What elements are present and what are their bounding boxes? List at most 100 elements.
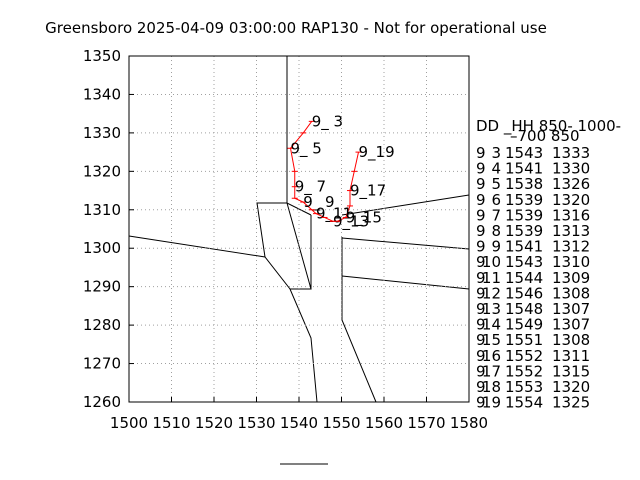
table-cell: 1312 (552, 238, 590, 256)
table-cell: 9 (476, 300, 486, 318)
table-cell: 1551 (505, 331, 543, 349)
table-cell: 18 (482, 378, 501, 396)
table-cell: 9 (476, 175, 486, 193)
table-cell: 1539 (505, 191, 543, 209)
table-cell: 1326 (552, 175, 590, 193)
table-cell: 1552 (505, 362, 543, 380)
table-cell: 14 (482, 316, 501, 334)
x-tick-label: 1580 (450, 414, 488, 432)
table-cell: 9 (476, 238, 486, 256)
x-tick-label: 1570 (407, 414, 445, 432)
table-cell: 1320 (552, 378, 590, 396)
table-cell: 1307 (552, 300, 590, 318)
plot-frame (128, 55, 470, 403)
table-cell: 9 (476, 206, 486, 224)
table-cell: 4 (491, 160, 501, 178)
table-cell: 16 (482, 347, 501, 365)
x-tick-label: 1550 (322, 414, 360, 432)
y-tick-label: 1270 (83, 355, 121, 373)
y-tick-label: 1280 (83, 316, 121, 334)
y-tick-label: 1350 (83, 47, 121, 65)
table-cell: 1315 (552, 362, 590, 380)
table-header: –700 850 (510, 127, 580, 145)
table-cell: 9 (491, 238, 501, 256)
table-cell: 1313 (552, 222, 590, 240)
table-cell: 9 (476, 284, 486, 302)
table-cell: 9 (476, 378, 486, 396)
table-cell: 1552 (505, 347, 543, 365)
y-tick-label: 1310 (83, 201, 121, 219)
table-cell: 1543 (505, 253, 543, 271)
table-header: DD _HH 850- 1000- (476, 117, 621, 136)
table-cell: 1546 (505, 284, 543, 302)
table-cell: 8 (491, 222, 501, 240)
x-tick-label: 1530 (237, 414, 275, 432)
table-cell: 9 (476, 160, 486, 178)
table-cell: 1308 (552, 331, 590, 349)
table-cell: 1548 (505, 300, 543, 318)
table-cell: 1316 (552, 206, 590, 224)
point-label: 9_ 7 (295, 178, 326, 197)
point-label: 9_19 (359, 143, 395, 162)
table-cell: 1549 (505, 316, 543, 334)
y-tick-label: 1330 (83, 124, 121, 142)
table-cell: 1309 (552, 269, 590, 287)
point-label: 9_13 (333, 212, 369, 231)
table-cell: 13 (482, 300, 501, 318)
point-label: 9_17 (350, 182, 386, 201)
table-cell: 1539 (505, 206, 543, 224)
table-cell: 12 (482, 284, 501, 302)
table-cell: 7 (491, 206, 501, 224)
x-tick-label: 1560 (365, 414, 403, 432)
x-tick-label: 1520 (195, 414, 233, 432)
chart-title: Greensboro 2025-04-09 03:00:00 RAP130 - … (45, 19, 547, 37)
table-cell: 1307 (552, 316, 590, 334)
table-cell: 5 (491, 175, 501, 193)
y-tick-label: 1300 (83, 239, 121, 257)
table-cell: 1553 (505, 378, 543, 396)
table-cell: 9 (476, 222, 486, 240)
table-cell: 9 (476, 362, 486, 380)
point-label: 9_11 (316, 205, 352, 224)
table-cell: 9 (476, 191, 486, 209)
table-cell: 17 (482, 362, 501, 380)
table-cell: 1325 (552, 394, 590, 412)
table-cell: 1538 (505, 175, 543, 193)
table-cell: 9 (476, 394, 486, 412)
table-cell: 1333 (552, 144, 590, 162)
table-cell: 1541 (505, 238, 543, 256)
table-cell: 3 (491, 144, 501, 162)
table-cell: 1539 (505, 222, 543, 240)
point-label: 9_ 3 (312, 112, 343, 131)
y-tick-label: 1340 (83, 85, 121, 103)
table-cell: 9 (476, 316, 486, 334)
y-tick-label: 1290 (83, 278, 121, 296)
table-cell: 1330 (552, 160, 590, 178)
table-cell: 1541 (505, 160, 543, 178)
table-cell: 1543 (505, 144, 543, 162)
table-cell: 1308 (552, 284, 590, 302)
point-label: 9_15 (346, 208, 382, 227)
x-tick-label: 1500 (110, 414, 148, 432)
table-cell: 9 (476, 269, 486, 287)
table-cell: 9 (476, 331, 486, 349)
x-tick-label: 1540 (280, 414, 318, 432)
table-cell: 1320 (552, 191, 590, 209)
table-cell: 19 (482, 394, 501, 412)
x-tick-label: 1510 (152, 414, 190, 432)
y-tick-label: 1320 (83, 162, 121, 180)
point-label: 9_ 9 (303, 193, 334, 212)
table-cell: 6 (491, 191, 501, 209)
table-cell: 10 (482, 253, 501, 271)
table-cell: 9 (476, 144, 486, 162)
table-cell: 11 (482, 269, 501, 287)
table-cell: 1311 (552, 347, 590, 365)
y-tick-label: 1260 (83, 393, 121, 411)
point-label: 9_ 5 (291, 139, 322, 158)
table-cell: 1554 (505, 394, 543, 412)
table-cell: 15 (482, 331, 501, 349)
table-cell: 1544 (505, 269, 543, 287)
table-cell: 9 (476, 347, 486, 365)
table-cell: 9 (476, 253, 486, 271)
